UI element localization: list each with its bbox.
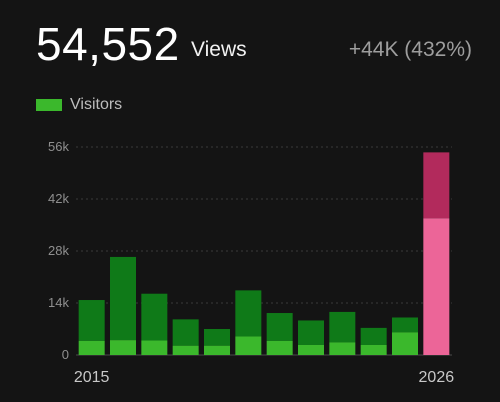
bar-lower-segment — [78, 340, 105, 355]
bar-upper-segment — [141, 293, 168, 341]
y-tick-label: 14k — [48, 295, 69, 310]
bar-lower-segment — [141, 340, 168, 355]
bar-upper-segment — [298, 320, 324, 345]
bar-lower-segment — [298, 344, 324, 355]
bar-upper-segment — [329, 311, 356, 343]
bar-lower-segment — [172, 345, 199, 355]
bar-upper-segment — [392, 317, 418, 333]
bar-lower-segment — [110, 340, 136, 355]
bar-upper-segment — [266, 313, 293, 341]
y-tick-label: 56k — [48, 139, 69, 154]
bar-lower-segment — [235, 336, 262, 355]
bar-lower-segment — [360, 344, 387, 355]
bar-upper-segment — [110, 256, 136, 341]
summary-header: 54,552 Views +44K (432%) — [0, 0, 500, 80]
bar-upper-segment — [423, 152, 450, 219]
views-unit-label: Views — [191, 38, 247, 61]
change-indicator: +44K (432%) — [348, 38, 472, 61]
bar-lower-segment — [423, 218, 450, 355]
bar-lower-segment — [204, 345, 230, 355]
bar-lower-segment — [329, 342, 356, 355]
x-tick-label-end: 2026 — [419, 369, 455, 386]
y-tick-label: 0 — [62, 347, 69, 362]
chart-legend[interactable]: Visitors — [36, 94, 122, 116]
legend-swatch — [36, 99, 62, 111]
legend-label: Visitors — [70, 96, 123, 113]
y-tick-label: 42k — [48, 191, 69, 206]
bar-lower-segment — [266, 340, 293, 355]
bar-upper-segment — [360, 327, 387, 345]
bar-upper-segment — [78, 300, 105, 341]
total-views-value: 54,552 — [36, 18, 180, 70]
bar-upper-segment — [204, 329, 230, 346]
x-tick-label-start: 2015 — [74, 369, 110, 386]
y-tick-label: 28k — [48, 243, 69, 258]
bar-upper-segment — [172, 319, 199, 346]
bar-lower-segment — [392, 332, 418, 355]
bar-upper-segment — [235, 290, 262, 337]
